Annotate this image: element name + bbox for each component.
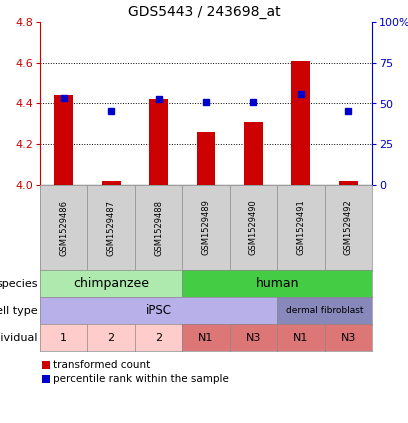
Text: GSM1529487: GSM1529487	[106, 200, 115, 255]
Text: 2: 2	[155, 332, 162, 343]
Bar	[149, 99, 168, 185]
Text: dermal fibroblast: dermal fibroblast	[286, 306, 363, 315]
Text: 1: 1	[60, 332, 67, 343]
Bar	[197, 132, 215, 185]
Text: percentile rank within the sample: percentile rank within the sample	[53, 374, 229, 384]
Text: GSM1529486: GSM1529486	[59, 200, 68, 255]
Bar	[339, 181, 358, 185]
Text: GSM1529489: GSM1529489	[202, 200, 211, 255]
Text: iPSC: iPSC	[146, 304, 172, 317]
Text: GSM1529488: GSM1529488	[154, 200, 163, 255]
Text: chimpanzee: chimpanzee	[73, 277, 149, 290]
Text: 2: 2	[108, 332, 115, 343]
Bar	[102, 181, 121, 185]
Text: transformed count: transformed count	[53, 360, 150, 370]
Text: human: human	[255, 277, 299, 290]
Text: N1: N1	[293, 332, 308, 343]
Text: GSM1529491: GSM1529491	[296, 200, 305, 255]
Text: N3: N3	[341, 332, 356, 343]
Text: GDS5443 / 243698_at: GDS5443 / 243698_at	[128, 5, 280, 19]
Text: species: species	[0, 278, 38, 288]
Text: cell type: cell type	[0, 305, 38, 316]
Bar	[54, 95, 73, 185]
Bar	[291, 61, 310, 185]
Text: GSM1529490: GSM1529490	[249, 200, 258, 255]
Text: N1: N1	[198, 332, 214, 343]
Text: N3: N3	[246, 332, 261, 343]
Text: individual: individual	[0, 332, 38, 343]
Text: GSM1529492: GSM1529492	[344, 200, 353, 255]
Bar	[244, 122, 263, 185]
